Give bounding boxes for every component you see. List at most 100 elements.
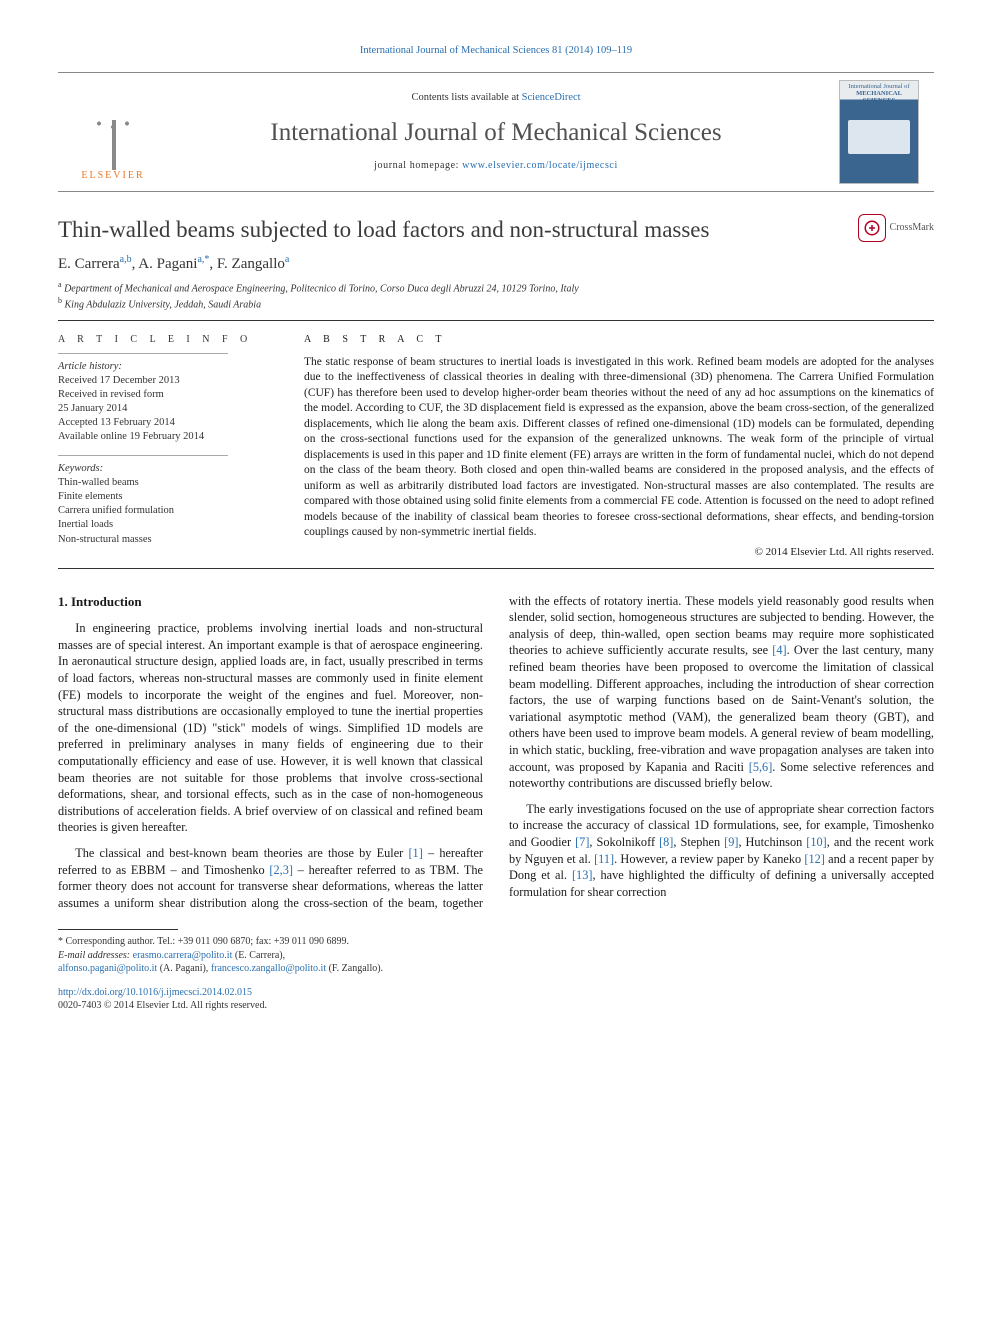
cite-7[interactable]: [7]	[575, 835, 589, 849]
p4-frag-f: . However, a review paper by Kaneko	[614, 852, 804, 866]
keywords-label: Keywords:	[58, 462, 278, 476]
cite-13[interactable]: [13]	[572, 868, 593, 882]
p4-frag-c: , Stephen	[673, 835, 724, 849]
email-carrera[interactable]: erasmo.carrera@polito.it	[133, 950, 233, 961]
cite-4[interactable]: [4]	[772, 643, 786, 657]
publisher-logo-cell: ELSEVIER	[58, 73, 168, 191]
journal-homepage-link[interactable]: www.elsevier.com/locate/ijmecsci	[462, 160, 618, 171]
running-head: International Journal of Mechanical Scie…	[58, 44, 934, 58]
affiliation-a-text: Department of Mechanical and Aerospace E…	[64, 284, 579, 295]
keyword-4: Non-structural masses	[58, 533, 278, 547]
corresponding-author-note: * Corresponding author. Tel.: +39 011 09…	[58, 935, 461, 949]
history-line-2: 25 January 2014	[58, 402, 278, 416]
cover-caption-top: International Journal of	[848, 83, 909, 90]
article-title: Thin-walled beams subjected to load fact…	[58, 214, 858, 245]
email-zangallo[interactable]: francesco.zangallo@polito.it	[211, 963, 326, 974]
contents-prefix: Contents lists available at	[411, 92, 521, 103]
keywords-rule	[58, 455, 228, 456]
cite-2-3[interactable]: [2,3]	[269, 863, 293, 877]
crossmark-widget[interactable]: CrossMark	[858, 214, 934, 242]
affiliations: a Department of Mechanical and Aerospace…	[58, 280, 934, 312]
cite-9[interactable]: [9]	[724, 835, 738, 849]
cite-10[interactable]: [10]	[806, 835, 827, 849]
elsevier-logo: ELSEVIER	[68, 82, 158, 182]
cover-caption-main: MECHANICAL SCIENCES	[856, 90, 902, 104]
footnotes-block: * Corresponding author. Tel.: +39 011 09…	[58, 929, 461, 1013]
author-sep-2: ,	[209, 256, 217, 272]
authors-line: E. Carreraa,b, A. Pagania,*, F. Zangallo…	[58, 253, 934, 274]
running-head-link[interactable]: International Journal of Mechanical Scie…	[360, 45, 632, 56]
cite-5-6[interactable]: [5,6]	[749, 760, 773, 774]
email-addresses-line: E-mail addresses: erasmo.carrera@polito.…	[58, 949, 461, 963]
p2-frag-a: The classical and best-known beam theori…	[75, 846, 408, 860]
sciencedirect-link[interactable]: ScienceDirect	[522, 92, 581, 103]
article-info-heading: A R T I C L E I N F O	[58, 333, 278, 347]
cite-12[interactable]: [12]	[804, 852, 825, 866]
elsevier-tree-icon	[78, 99, 148, 169]
author-3-affil-link[interactable]: a	[285, 254, 289, 265]
abstract-heading: A B S T R A C T	[304, 333, 934, 347]
article-info-col: A R T I C L E I N F O Article history: R…	[58, 333, 278, 560]
affiliation-a: a Department of Mechanical and Aerospace…	[58, 280, 934, 296]
p4-frag-b: , Sokolnikoff	[589, 835, 659, 849]
journal-cover-cell: International Journal of MECHANICAL SCIE…	[824, 73, 934, 191]
p2-frag-c: –	[293, 863, 309, 877]
affiliation-b: b King Abdulaziz University, Jeddah, Sau…	[58, 296, 934, 312]
crossmark-icon	[858, 214, 886, 242]
journal-cover-thumb: International Journal of MECHANICAL SCIE…	[839, 80, 919, 184]
crossmark-label: CrossMark	[890, 221, 934, 235]
email-pagani[interactable]: alfonso.pagani@polito.it	[58, 963, 157, 974]
cite-8[interactable]: [8]	[659, 835, 673, 849]
intro-para-4: The early investigations focused on the …	[509, 801, 934, 901]
cite-1[interactable]: [1]	[408, 846, 422, 860]
article-history-block: Article history: Received 17 December 20…	[58, 360, 278, 445]
email-zangallo-paren: (F. Zangallo).	[326, 963, 383, 974]
article-info-rule	[58, 353, 228, 354]
keyword-3: Inertial loads	[58, 518, 278, 532]
abstract-col: A B S T R A C T The static response of b…	[304, 333, 934, 560]
page-root: International Journal of Mechanical Scie…	[0, 0, 992, 1043]
keyword-1: Finite elements	[58, 490, 278, 504]
emails-label: E-mail addresses:	[58, 950, 133, 961]
elsevier-wordmark: ELSEVIER	[81, 169, 144, 183]
p3-frag-b: . Over the last century, many refined be…	[509, 643, 934, 773]
email-addresses-line-2: alfonso.pagani@polito.it (A. Pagani), fr…	[58, 962, 461, 976]
abstract-text: The static response of beam structures t…	[304, 355, 934, 541]
intro-para-1: In engineering practice, problems involv…	[58, 620, 483, 836]
journal-header-band: ELSEVIER Contents lists available at Sci…	[58, 72, 934, 192]
keywords-block: Keywords: Thin-walled beams Finite eleme…	[58, 462, 278, 547]
cover-art-placeholder	[848, 120, 910, 154]
doi-link[interactable]: http://dx.doi.org/10.1016/j.ijmecsci.201…	[58, 987, 252, 998]
contents-available-line: Contents lists available at ScienceDirec…	[411, 91, 580, 105]
cite-11[interactable]: [11]	[594, 852, 614, 866]
homepage-prefix: journal homepage:	[374, 160, 462, 171]
title-row: Thin-walled beams subjected to load fact…	[58, 214, 934, 245]
affiliation-b-text: King Abdulaziz University, Jeddah, Saudi…	[65, 300, 262, 311]
footnote-rule	[58, 929, 178, 930]
running-head-volpages: 81 (2014) 109–119	[552, 45, 632, 56]
divider-top	[58, 320, 934, 321]
keyword-2: Carrera unified formulation	[58, 504, 278, 518]
author-1-affil-link[interactable]: a,b	[120, 254, 132, 265]
author-1: E. Carrera	[58, 256, 120, 272]
cover-caption: International Journal of MECHANICAL SCIE…	[842, 83, 916, 104]
article-info-abstract-row: A R T I C L E I N F O Article history: R…	[58, 333, 934, 560]
journal-homepage-line: journal homepage: www.elsevier.com/locat…	[374, 159, 618, 173]
author-2: A. Pagani	[138, 256, 197, 272]
email-pagani-paren: (A. Pagani),	[157, 963, 211, 974]
section-1-heading: 1. Introduction	[58, 593, 483, 611]
keyword-0: Thin-walled beams	[58, 476, 278, 490]
journal-header-center: Contents lists available at ScienceDirec…	[168, 73, 824, 191]
author-3: F. Zangallo	[217, 256, 285, 272]
doi-block: http://dx.doi.org/10.1016/j.ijmecsci.201…	[58, 986, 461, 1013]
email-carrera-paren: (E. Carrera),	[232, 950, 285, 961]
history-line-4: Available online 19 February 2014	[58, 430, 278, 444]
history-line-0: Received 17 December 2013	[58, 374, 278, 388]
p4-frag-d: , Hutchinson	[738, 835, 806, 849]
author-2-affil-link[interactable]: a,*	[197, 254, 209, 265]
history-line-3: Accepted 13 February 2014	[58, 416, 278, 430]
running-head-journal: International Journal of Mechanical Scie…	[360, 45, 550, 56]
divider-below-abstract	[58, 568, 934, 569]
history-line-1: Received in revised form	[58, 388, 278, 402]
issn-copyright-line: 0020-7403 © 2014 Elsevier Ltd. All right…	[58, 999, 461, 1013]
